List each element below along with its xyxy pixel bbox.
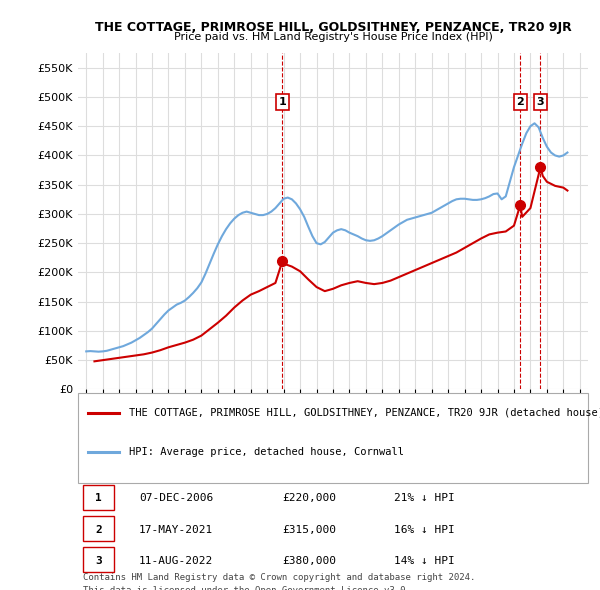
Text: 21% ↓ HPI: 21% ↓ HPI [394,493,455,503]
Text: HPI: Average price, detached house, Cornwall: HPI: Average price, detached house, Corn… [129,447,404,457]
FancyBboxPatch shape [78,394,588,483]
Text: £315,000: £315,000 [282,525,336,535]
FancyBboxPatch shape [83,547,114,572]
Text: 1: 1 [278,97,286,107]
Text: 2: 2 [517,97,524,107]
Text: 2: 2 [95,525,102,535]
Text: This data is licensed under the Open Government Licence v3.0.: This data is licensed under the Open Gov… [83,586,411,590]
Text: 3: 3 [95,556,102,566]
Text: 11-AUG-2022: 11-AUG-2022 [139,556,214,566]
Text: 3: 3 [536,97,544,107]
FancyBboxPatch shape [83,516,114,541]
Text: £380,000: £380,000 [282,556,336,566]
Text: £220,000: £220,000 [282,493,336,503]
Text: 07-DEC-2006: 07-DEC-2006 [139,493,214,503]
Text: Price paid vs. HM Land Registry's House Price Index (HPI): Price paid vs. HM Land Registry's House … [173,32,493,42]
FancyBboxPatch shape [83,485,114,510]
Text: 1: 1 [95,493,102,503]
Text: 14% ↓ HPI: 14% ↓ HPI [394,556,455,566]
Text: THE COTTAGE, PRIMROSE HILL, GOLDSITHNEY, PENZANCE, TR20 9JR (detached house): THE COTTAGE, PRIMROSE HILL, GOLDSITHNEY,… [129,408,600,418]
Text: Contains HM Land Registry data © Crown copyright and database right 2024.: Contains HM Land Registry data © Crown c… [83,573,475,582]
Text: 16% ↓ HPI: 16% ↓ HPI [394,525,455,535]
Text: 17-MAY-2021: 17-MAY-2021 [139,525,214,535]
Text: THE COTTAGE, PRIMROSE HILL, GOLDSITHNEY, PENZANCE, TR20 9JR: THE COTTAGE, PRIMROSE HILL, GOLDSITHNEY,… [95,21,571,34]
